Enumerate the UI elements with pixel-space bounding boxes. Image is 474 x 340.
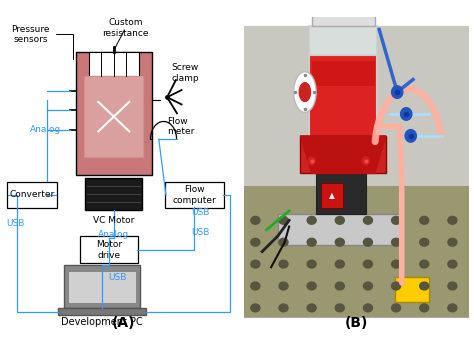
Ellipse shape <box>420 304 428 312</box>
Ellipse shape <box>392 304 401 312</box>
Ellipse shape <box>279 282 288 290</box>
Text: ▲: ▲ <box>329 191 335 200</box>
Ellipse shape <box>251 304 260 312</box>
FancyBboxPatch shape <box>395 277 428 302</box>
Text: USB: USB <box>7 219 25 228</box>
FancyBboxPatch shape <box>64 265 140 308</box>
FancyBboxPatch shape <box>85 178 142 210</box>
Ellipse shape <box>392 282 401 290</box>
Ellipse shape <box>299 83 310 101</box>
Text: (A): (A) <box>111 316 135 330</box>
Ellipse shape <box>401 108 412 120</box>
Ellipse shape <box>364 216 373 224</box>
Ellipse shape <box>420 238 428 246</box>
FancyBboxPatch shape <box>8 182 57 208</box>
FancyBboxPatch shape <box>68 271 136 303</box>
Ellipse shape <box>335 216 344 224</box>
Text: Development PC: Development PC <box>61 317 143 327</box>
FancyBboxPatch shape <box>311 61 374 86</box>
Text: (B): (B) <box>345 316 368 330</box>
Ellipse shape <box>392 238 401 246</box>
FancyBboxPatch shape <box>301 136 386 173</box>
Ellipse shape <box>308 157 315 165</box>
Ellipse shape <box>364 260 373 268</box>
Ellipse shape <box>420 216 428 224</box>
Ellipse shape <box>448 304 457 312</box>
Ellipse shape <box>392 216 401 224</box>
FancyBboxPatch shape <box>84 76 143 157</box>
Text: USB: USB <box>108 273 126 282</box>
Ellipse shape <box>294 72 316 113</box>
Ellipse shape <box>392 86 403 98</box>
Text: Pressure
sensors: Pressure sensors <box>11 24 73 59</box>
Ellipse shape <box>448 260 457 268</box>
FancyBboxPatch shape <box>311 14 374 27</box>
Text: VC Motor: VC Motor <box>93 216 135 225</box>
FancyBboxPatch shape <box>80 236 138 263</box>
Ellipse shape <box>405 130 416 142</box>
Ellipse shape <box>251 216 260 224</box>
Ellipse shape <box>279 260 288 268</box>
Ellipse shape <box>335 304 344 312</box>
Text: Motor
drive: Motor drive <box>96 240 122 259</box>
Text: USB: USB <box>191 208 209 217</box>
FancyBboxPatch shape <box>310 54 377 142</box>
Ellipse shape <box>251 238 260 246</box>
FancyBboxPatch shape <box>165 182 224 208</box>
FancyBboxPatch shape <box>310 27 377 54</box>
Ellipse shape <box>364 304 373 312</box>
Text: Converter: Converter <box>9 190 55 200</box>
Ellipse shape <box>364 282 373 290</box>
FancyBboxPatch shape <box>89 52 139 76</box>
FancyBboxPatch shape <box>320 183 343 208</box>
Ellipse shape <box>307 304 316 312</box>
Text: Screw
clamp: Screw clamp <box>172 63 200 83</box>
FancyBboxPatch shape <box>244 27 469 199</box>
Ellipse shape <box>307 238 316 246</box>
Ellipse shape <box>251 282 260 290</box>
Ellipse shape <box>448 282 457 290</box>
Ellipse shape <box>448 238 457 246</box>
FancyBboxPatch shape <box>58 308 146 315</box>
Text: Flow
meter: Flow meter <box>167 117 194 136</box>
Ellipse shape <box>279 238 288 246</box>
Ellipse shape <box>335 260 344 268</box>
FancyBboxPatch shape <box>76 52 152 175</box>
Text: Analog: Analog <box>98 230 129 239</box>
FancyBboxPatch shape <box>244 27 469 317</box>
Ellipse shape <box>307 282 316 290</box>
Text: Custom
resistance: Custom resistance <box>102 18 149 37</box>
Ellipse shape <box>251 260 260 268</box>
Ellipse shape <box>335 282 344 290</box>
FancyBboxPatch shape <box>278 214 402 245</box>
Ellipse shape <box>420 260 428 268</box>
Ellipse shape <box>392 260 401 268</box>
Text: Flow
computer: Flow computer <box>173 185 216 205</box>
Text: Analog: Analog <box>30 125 61 134</box>
FancyBboxPatch shape <box>316 173 366 214</box>
Ellipse shape <box>420 282 428 290</box>
Ellipse shape <box>307 260 316 268</box>
Ellipse shape <box>279 304 288 312</box>
Ellipse shape <box>362 157 369 165</box>
Ellipse shape <box>307 216 316 224</box>
Ellipse shape <box>335 238 344 246</box>
Ellipse shape <box>364 238 373 246</box>
Text: USB: USB <box>191 227 209 237</box>
Ellipse shape <box>279 216 288 224</box>
FancyBboxPatch shape <box>244 186 469 317</box>
Ellipse shape <box>448 216 457 224</box>
Polygon shape <box>301 136 386 173</box>
